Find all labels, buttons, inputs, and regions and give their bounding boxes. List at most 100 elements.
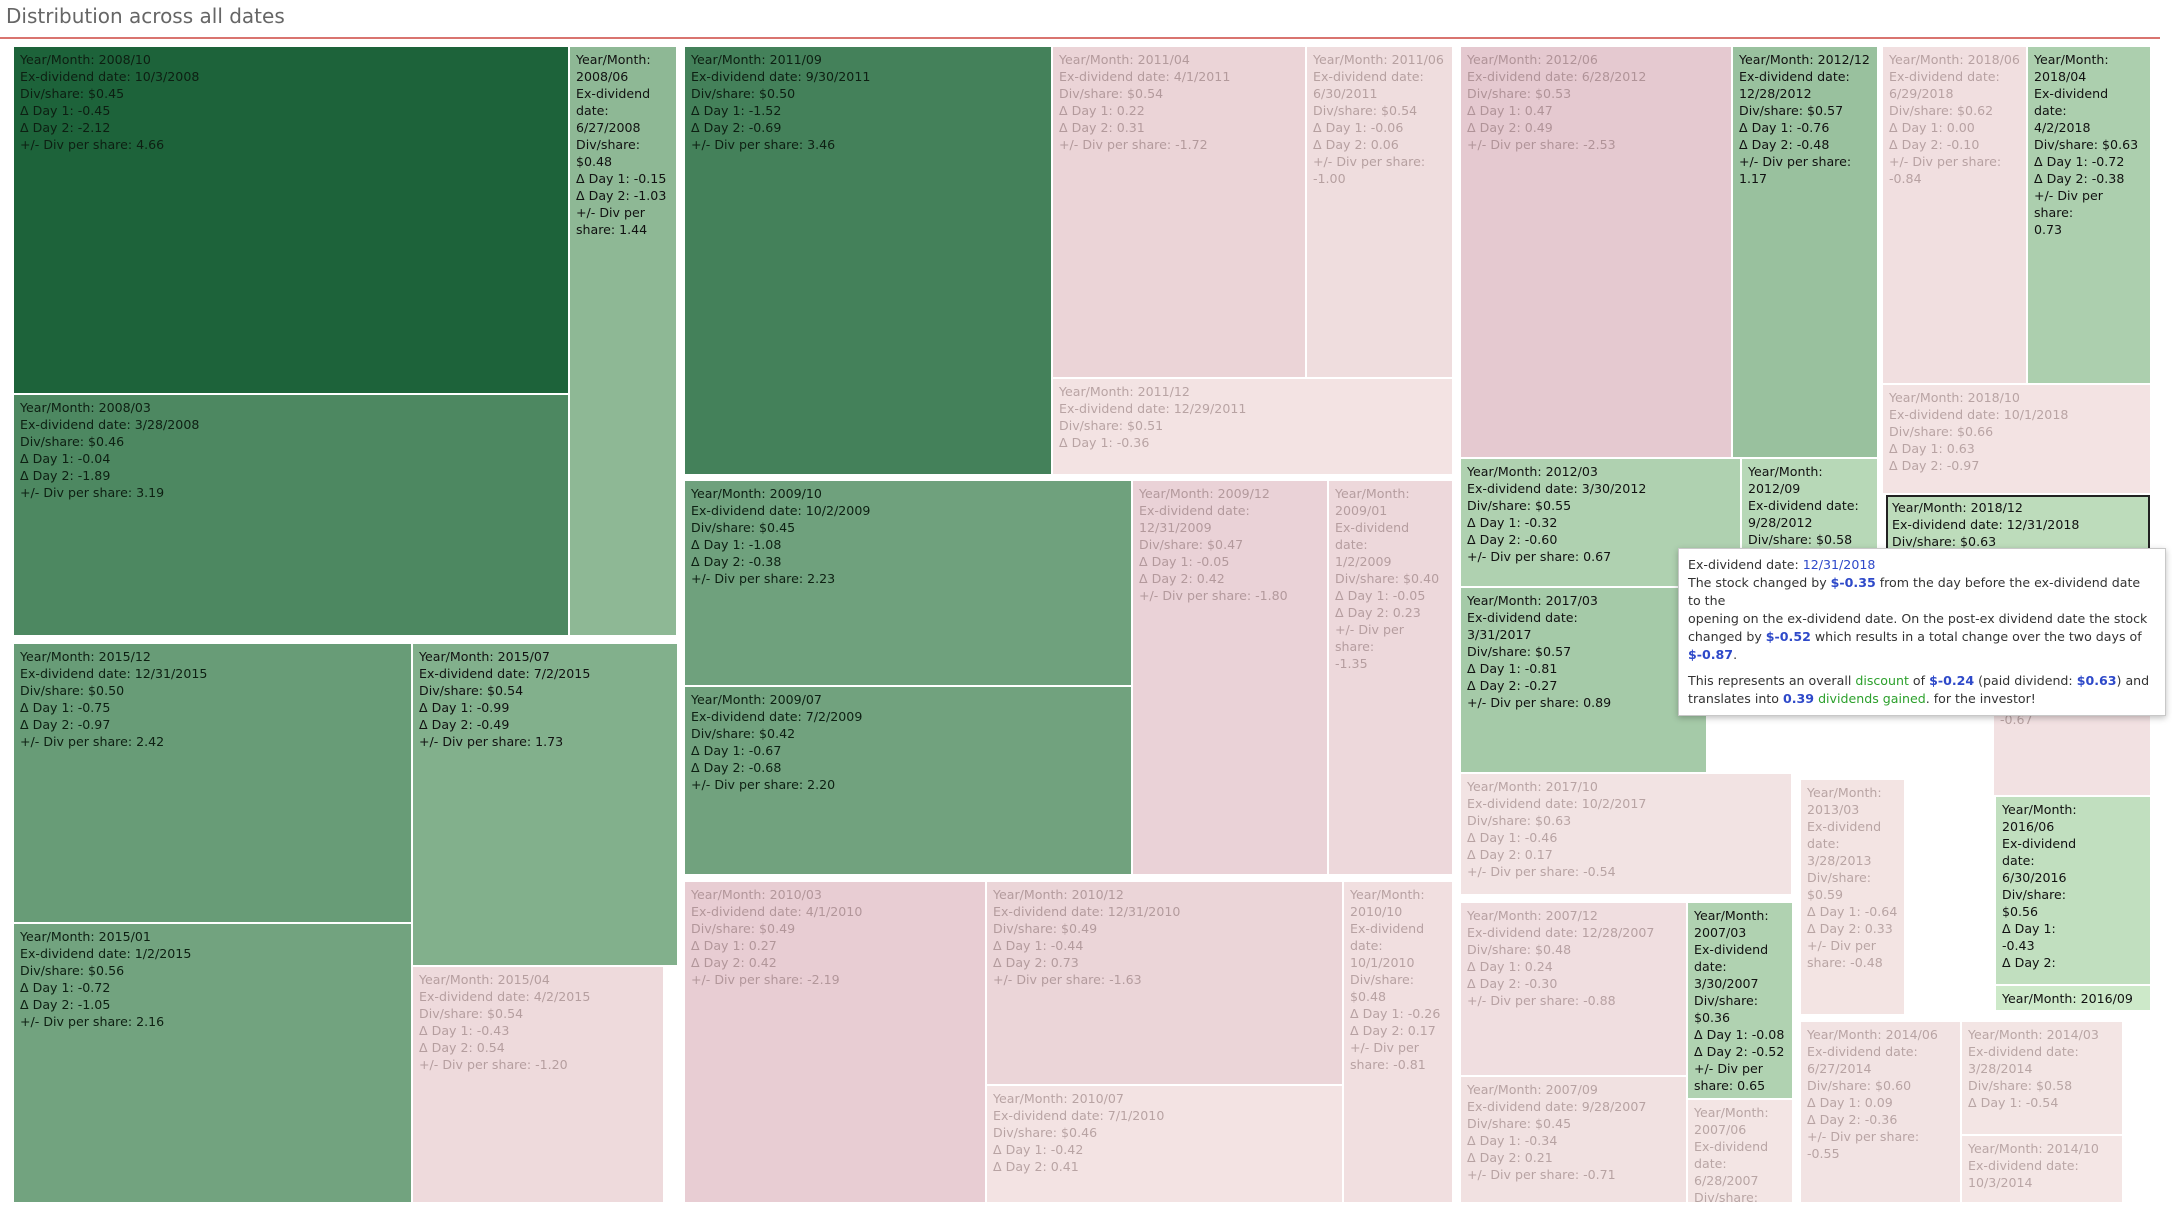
tile-label: Δ Day 1: -0.05 xyxy=(1335,588,1426,603)
treemap-tile-2013-03[interactable]: Year/Month: 2013/03 Ex-dividend date: 3/28/2… xyxy=(1801,780,1904,1014)
treemap-tile-2009-12[interactable]: Year/Month: 2009/12 Ex-dividend date: 12/… xyxy=(1133,481,1327,874)
tile-label: Δ Day 1: -0.36 xyxy=(1059,435,1150,450)
tile-label: Δ Day 1: -0.32 xyxy=(1467,515,1558,530)
tile-label: Div/share: $0.49 xyxy=(993,921,1098,936)
tile-label: Ex-dividend date: 7/2/2009 xyxy=(691,709,863,724)
treemap-tile-2008-03[interactable]: Year/Month: 2008/03 Ex-dividend date: 3/2… xyxy=(14,395,568,635)
treemap-tile-2010-03[interactable]: Year/Month: 2010/03 Ex-dividend date: 4/1… xyxy=(685,882,985,1202)
treemap-tile-2011-12[interactable]: Year/Month: 2011/12 Ex-dividend date: 12/… xyxy=(1053,379,1452,474)
treemap-tile-2012-03[interactable]: Year/Month: 2012/03 Ex-dividend date: 3/3… xyxy=(1461,459,1740,586)
treemap-tile-2011-06[interactable]: Year/Month: 2011/06 Ex-dividend date: 6/30… xyxy=(1307,47,1452,377)
treemap-tile-2010-12[interactable]: Year/Month: 2010/12 Ex-dividend date: 12/… xyxy=(987,882,1342,1084)
tile-label: date: 3/30/2007 xyxy=(1694,959,1759,991)
tile-label: Δ Day 2: -0.36 xyxy=(1807,1112,1898,1127)
tile-label: Div/share: $0.54 xyxy=(419,683,524,698)
tile-label: 6/30/2016 xyxy=(2002,870,2067,885)
tile-label: Div/share: $0.63 xyxy=(1467,813,1572,828)
tile-label: +/- Div per xyxy=(1807,938,1876,953)
treemap-tile-2017-03[interactable]: Year/Month: 2017/03 Ex-dividend date: 3/31… xyxy=(1461,588,1706,772)
treemap-tile-2018-12[interactable]: Year/Month: 2018/12 Ex-dividend date: 12/… xyxy=(1886,495,2150,555)
treemap-tile-2012-06[interactable]: Year/Month: 2012/06 Ex-dividend date: 6/2… xyxy=(1461,47,1731,457)
tile-label: Year/Month: 2010/03 xyxy=(691,887,822,902)
tile-label: Ex-dividend date: 10/2/2017 xyxy=(1467,796,1647,811)
tile-label: Year/Month: 2007/12 xyxy=(1467,908,1598,923)
treemap-tile-2010-10[interactable]: Year/Month: 2010/10 Ex-dividend date: 10/1/… xyxy=(1344,882,1452,1202)
tile-label: Div/share: $0.46 xyxy=(993,1125,1098,1140)
tile-label: -0.84 xyxy=(1889,171,1922,186)
tile-label: +/- Div per share: -2.19 xyxy=(691,972,840,987)
tile-label: Ex-dividend date: xyxy=(1968,1158,2079,1173)
tile-label: Δ Day 1: -0.46 xyxy=(1467,830,1558,845)
treemap-tile-2008-10[interactable]: Year/Month: 2008/10 Ex-dividend date: 10/… xyxy=(14,47,568,393)
treemap-tile-2007-06[interactable]: Year/Month: 2007/06 Ex-dividend date: 6/28/… xyxy=(1688,1100,1792,1202)
treemap-tile-2016-06[interactable]: Year/Month: 2016/06 Ex-dividend date: 6/30/2… xyxy=(1996,797,2150,984)
tile-label: Div/share: $0.40 xyxy=(1335,571,1440,586)
tile-label: +/- Div per share: 2.23 xyxy=(691,571,836,586)
tile-label: -0.43 xyxy=(2002,938,2035,953)
treemap-tile-2009-01[interactable]: Year/Month: 2009/01 Ex-dividend date: 1/2/20… xyxy=(1329,481,1452,874)
tile-label: 10/3/2014 xyxy=(1968,1175,2033,1190)
tile-label: Δ Day 2: -0.68 xyxy=(691,760,782,775)
tile-label: Δ Day 1: 0.24 xyxy=(1467,959,1553,974)
tile-label: Div/share: $0.45 xyxy=(1467,1116,1572,1131)
tile-label: Δ Day 1: -0.67 xyxy=(691,743,782,758)
tile-label: Δ Day 1: -0.34 xyxy=(1467,1133,1558,1148)
treemap-tile-2015-07[interactable]: Year/Month: 2015/07 Ex-dividend date: 7/2… xyxy=(413,644,677,965)
treemap-tile-2008-06[interactable]: Year/Month: 2008/06 Ex-dividend date: 6/27/… xyxy=(570,47,676,635)
treemap-tile-2018-04[interactable]: Year/Month: 2018/04 Ex-dividend date: 4/2/2… xyxy=(2028,47,2150,383)
treemap-tile-2011-09[interactable]: Year/Month: 2011/09 Ex-dividend date: 9/3… xyxy=(685,47,1051,474)
tile-label: Δ Day 1: 0.63 xyxy=(1889,441,1975,456)
treemap-tile-2014-03[interactable]: Year/Month: 2014/03 Ex-dividend date: 3/28… xyxy=(1962,1022,2122,1134)
tile-label: Ex-dividend date: 12/28/2007 xyxy=(1467,925,1655,940)
tile-label: Year/Month: 2012/12 xyxy=(1739,52,1870,67)
treemap-tile-2014-10[interactable]: Year/Month: 2014/10 Ex-dividend date: 10/3… xyxy=(1962,1136,2122,1202)
treemap-tile-2012-12[interactable]: Year/Month: 2012/12 Ex-dividend date: 12/2… xyxy=(1733,47,1877,457)
tile-label: Δ Day 2: 0.17 xyxy=(1467,847,1553,862)
tile-label: Ex-dividend date: 10/1/2018 xyxy=(1889,407,2069,422)
tile-label: Ex-dividend date: xyxy=(2034,86,2113,118)
tile-label: +/- Div per share: xyxy=(2034,188,2107,220)
treemap-tile-2011-04[interactable]: Year/Month: 2011/04 Ex-dividend date: 4/1… xyxy=(1053,47,1305,377)
tile-label: Div/share: $0.58 xyxy=(1968,1078,2073,1093)
tile-label: Δ Day 1: -0.76 xyxy=(1739,120,1830,135)
tile-label: share: -0.48 xyxy=(1807,955,1883,970)
tooltip-line-total: changed by $-0.52 which results in a tot… xyxy=(1688,629,2142,662)
tile-label: Year/Month: 2017/03 xyxy=(1467,593,1598,608)
treemap-tile-2016-09[interactable]: Year/Month: 2016/09 xyxy=(1996,986,2150,1010)
treemap-tile-2009-10[interactable]: Year/Month: 2009/10 Ex-dividend date: 10/… xyxy=(685,481,1131,685)
treemap-tile-2007-12[interactable]: Year/Month: 2007/12 Ex-dividend date: 12/… xyxy=(1461,903,1686,1075)
treemap-tile-2010-07[interactable]: Year/Month: 2010/07 Ex-dividend date: 7/1… xyxy=(987,1086,1342,1202)
tile-label: +/- Div per share: 3.46 xyxy=(691,137,836,152)
title-divider xyxy=(0,37,2160,39)
tile-label: date: xyxy=(2002,853,2035,868)
tile-label: Year/Month: 2014/10 xyxy=(1968,1141,2099,1156)
tile-label: 2007/03 xyxy=(1694,925,1747,940)
tile-label: Δ Day 1: -0.42 xyxy=(993,1142,1084,1157)
tile-label: Ex-dividend date: 10/2/2009 xyxy=(691,503,871,518)
treemap-tile-2015-12[interactable]: Year/Month: 2015/12 Ex-dividend date: 12/… xyxy=(14,644,411,922)
tile-label: Year/Month: 2014/06 xyxy=(1807,1027,1938,1042)
treemap-tile-2012-09[interactable]: Year/Month: 2012/09 Ex-dividend date: 9/28… xyxy=(1742,459,1877,549)
treemap-tile-2007-09[interactable]: Year/Month: 2007/09 Ex-dividend date: 9/2… xyxy=(1461,1077,1686,1202)
tile-label: Δ Day 2: -0.49 xyxy=(419,717,510,732)
tile-label: Year/Month: 2016/09 xyxy=(2002,991,2133,1006)
treemap-tile-2017-10[interactable]: Year/Month: 2017/10 Ex-dividend date: 10/… xyxy=(1461,774,1791,894)
tile-label: +/- Div per share: 1.17 xyxy=(1739,154,1856,186)
treemap-tile-2014-06[interactable]: Year/Month: 2014/06 Ex-dividend date: 6/27… xyxy=(1801,1022,1960,1202)
tile-label: Δ Day 2: 0.41 xyxy=(993,1159,1079,1174)
tile-label: +/- Div per xyxy=(1694,1061,1763,1076)
treemap-tile-2018-10[interactable]: Year/Month: 2018/10 Ex-dividend date: 10/… xyxy=(1883,385,2150,493)
tile-label: Δ Day 1: -0.08 xyxy=(1694,1027,1785,1042)
treemap-tile-2018-06[interactable]: Year/Month: 2018/06 Ex-dividend date: 6/29… xyxy=(1883,47,2026,383)
treemap-tile-2015-04[interactable]: Year/Month: 2015/04 Ex-dividend date: 4/2… xyxy=(413,967,663,1202)
treemap-tile-2009-07[interactable]: Year/Month: 2009/07 Ex-dividend date: 7/2… xyxy=(685,687,1131,874)
tile-label: Δ Day 2: -0.69 xyxy=(691,120,782,135)
treemap-tile-2015-01[interactable]: Year/Month: 2015/01 Ex-dividend date: 1/2… xyxy=(14,924,411,1202)
tile-label: Δ Day 1: -0.72 xyxy=(2034,154,2125,169)
treemap-tile-2007-03[interactable]: Year/Month: 2007/03 Ex-dividend date: 3/30/… xyxy=(1688,903,1792,1098)
tile-label: Ex-dividend date: 1/2/2015 xyxy=(20,946,192,961)
tile-label: Ex-dividend xyxy=(1694,942,1769,957)
tooltip-line-change-2: opening on the ex-dividend date. On the … xyxy=(1688,611,2148,626)
tile-label: $0.59 xyxy=(1807,887,1844,902)
